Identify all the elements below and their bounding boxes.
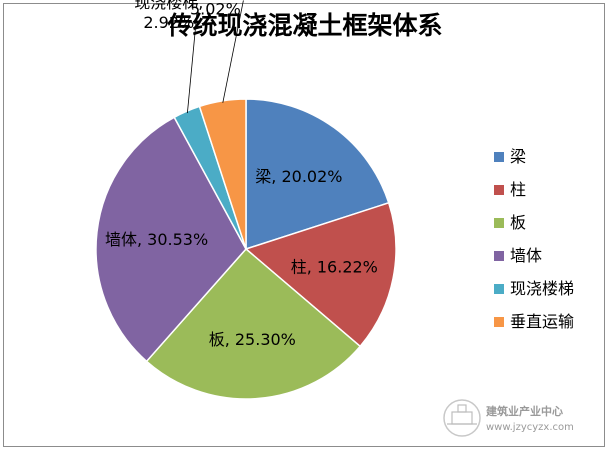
- pie-slice-6: [198, 98, 247, 250]
- legend-label-6: 垂直运输: [510, 312, 574, 331]
- legend-swatch-1: [494, 152, 504, 162]
- legend-swatch-5: [494, 284, 504, 294]
- legend-swatch-3: [494, 218, 504, 228]
- pie-slice-2: [244, 201, 397, 348]
- legend-swatch-4: [494, 251, 504, 261]
- data-label-1: 梁, 20.02%: [255, 167, 342, 186]
- data-label-6: 垂直运输,5.02%: [181, 0, 250, 18]
- pie-slice-1: [245, 98, 390, 251]
- leader-line-6: [222, 0, 244, 103]
- data-label-5: 现浇楼梯, 2.92%: [134, 0, 203, 32]
- watermark-url: www.jzycyzx.com: [486, 422, 574, 433]
- legend-label-1: 梁: [510, 147, 526, 166]
- pie-slice-4: [95, 116, 247, 363]
- pie-slice-3: [145, 247, 362, 400]
- chart-title: 传统现浇混凝土框架体系: [166, 11, 442, 40]
- legend-label-5: 现浇楼梯: [510, 279, 574, 298]
- watermark: 建筑业产业中心 www.jzycyzx.com: [443, 399, 574, 437]
- legend-swatch-6: [494, 317, 504, 327]
- building-logo-icon: [443, 399, 481, 437]
- legend-label-2: 柱: [510, 180, 526, 199]
- data-label-4: 墙体, 30.53%: [105, 230, 208, 249]
- legend-label-3: 板: [510, 213, 526, 232]
- data-label-2: 柱, 16.22%: [291, 258, 378, 277]
- data-labels: 梁, 20.02% 柱, 16.22% 板, 25.30% 墙体, 30.53% 现浇楼…: [105, 0, 378, 349]
- pie-slices: [95, 98, 397, 400]
- data-label-3: 板, 25.30%: [209, 330, 296, 349]
- legend-swatch-2: [494, 185, 504, 195]
- watermark-name: 建筑业产业中心: [486, 404, 563, 418]
- leader-line-5: [187, 13, 198, 114]
- leader-lines: [187, 0, 244, 114]
- legend-label-4: 墙体: [510, 246, 542, 265]
